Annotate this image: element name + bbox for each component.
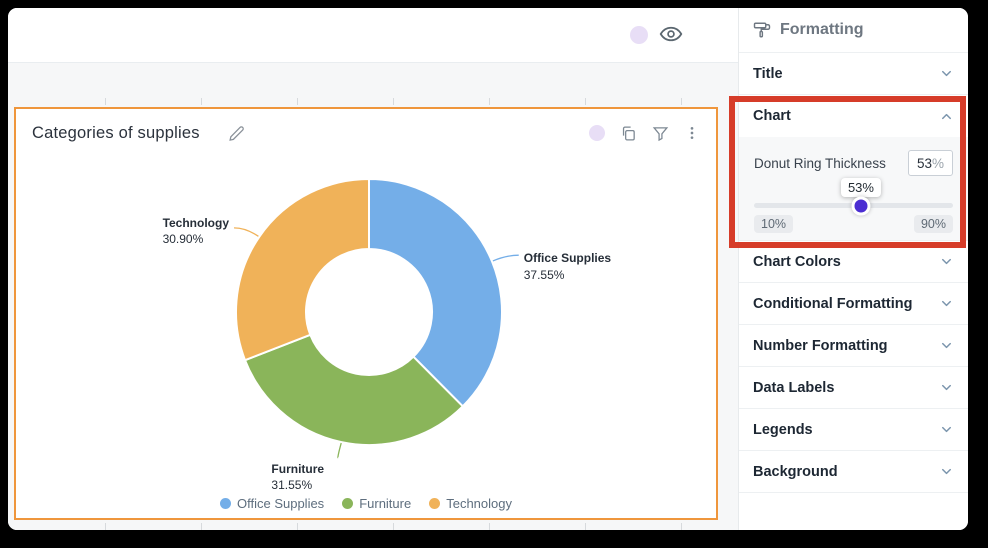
donut-slice-furniture[interactable] [244, 333, 464, 446]
chevron-down-icon [942, 426, 951, 433]
card-collaborator-avatar[interactable] [589, 125, 605, 141]
label-leader-line [234, 227, 259, 237]
legend-label: Technology [446, 496, 512, 511]
paint-roller-icon [753, 22, 771, 38]
copy-icon [622, 125, 635, 141]
section-number-formatting[interactable]: Number Formatting [739, 325, 968, 367]
chevron-up-icon [942, 113, 951, 119]
card-title: Categories of supplies [32, 123, 200, 142]
grid-tick [297, 523, 298, 530]
app-window: Office Supplies 37.55% Furniture 31.55% Tech… [8, 8, 968, 530]
label-leader-line [337, 442, 342, 459]
slice-label-value: 30.90% [162, 232, 204, 247]
legend-item-furniture[interactable]: Furniture [342, 496, 411, 511]
slider-min-label: 10% [754, 215, 794, 233]
eye-icon [659, 26, 683, 41]
slice-label-value: 31.55% [271, 478, 313, 493]
grid-tick [201, 98, 202, 105]
legend-dot [342, 498, 354, 509]
grid-tick [585, 523, 586, 530]
edit-title-button[interactable] [228, 125, 245, 142]
grid-tick [393, 523, 394, 530]
label-leader-line [492, 254, 519, 262]
legend-dot [219, 498, 231, 509]
legend-label: Office Supplies [236, 496, 325, 511]
formatting-panel: Formatting Title Chart Donut Ring Thickn… [738, 8, 968, 530]
kebab-icon [690, 127, 694, 139]
thickness-input[interactable]: 53 % [908, 150, 953, 176]
section-background[interactable]: Background [739, 451, 968, 493]
grid-tick [297, 98, 298, 105]
legend-label: Furniture [359, 496, 412, 511]
section-chart[interactable]: Chart [739, 95, 968, 137]
thickness-slider-track[interactable] [754, 196, 953, 215]
filter-button[interactable] [652, 125, 669, 142]
chevron-down-icon [942, 468, 951, 475]
section-data-labels[interactable]: Data Labels [739, 367, 968, 409]
donut-slice-technology[interactable] [235, 178, 370, 362]
chevron-down-icon [942, 384, 951, 391]
chevron-down-icon [942, 70, 951, 77]
legend-dot [429, 498, 441, 509]
donut-chart: Office Supplies 37.55% Furniture 31.55% Tech… [16, 109, 720, 522]
duplicate-button[interactable] [620, 125, 637, 142]
chart-card: Office Supplies 37.55% Furniture 31.55% Tech… [14, 107, 718, 520]
user-avatar[interactable] [630, 26, 648, 44]
panel-title: Formatting [780, 21, 864, 38]
slice-label-office-supplies: Office Supplies 37.55% [524, 251, 611, 283]
section-legends[interactable]: Legends [739, 409, 968, 451]
donut-slice-office-supplies[interactable] [368, 178, 503, 408]
slice-label-name: Furniture [271, 461, 325, 476]
chevron-down-icon [942, 300, 951, 307]
section-conditional-formatting[interactable]: Conditional Formatting [739, 283, 968, 325]
card-header: Categories of supplies [16, 109, 716, 157]
grid-tick [489, 98, 490, 105]
chevron-down-icon [942, 342, 951, 349]
slice-label-name: Technology [162, 215, 230, 230]
chevron-down-icon [942, 258, 951, 265]
thickness-slider-thumb[interactable] [851, 196, 871, 215]
slice-label-technology: Technology 30.90% [163, 216, 229, 248]
section-title[interactable]: Title [739, 53, 968, 95]
section-chart-colors[interactable]: Chart Colors [739, 241, 968, 283]
legend-item-office-supplies[interactable]: Office Supplies [219, 496, 325, 511]
grid-tick [201, 523, 202, 530]
grid-tick [105, 98, 106, 105]
slider-value-tooltip: 53% [840, 178, 881, 197]
grid-tick [489, 523, 490, 530]
more-options-button[interactable] [684, 125, 700, 141]
panel-header: Formatting [739, 8, 968, 53]
grid-tick [681, 98, 682, 105]
slider-max-label: 90% [913, 215, 953, 233]
preview-eye-button[interactable] [656, 20, 686, 50]
chart-legend: Office Supplies Furniture Technology [16, 496, 716, 511]
grid-tick [393, 98, 394, 105]
chart-section-content: Donut Ring Thickness 53 % 53% 10% 90% [739, 137, 968, 241]
slice-label-furniture: Furniture 31.55% [271, 462, 324, 494]
slice-label-name: Office Supplies [523, 251, 612, 266]
pencil-icon [228, 125, 244, 141]
thickness-label: Donut Ring Thickness [754, 155, 886, 171]
canvas-toolbar [8, 8, 738, 63]
grid-tick [585, 98, 586, 105]
grid-tick [105, 523, 106, 530]
grid-tick [681, 523, 682, 530]
legend-item-technology[interactable]: Technology [429, 496, 512, 511]
slice-label-value: 37.55% [523, 267, 565, 282]
funnel-icon [652, 126, 669, 141]
